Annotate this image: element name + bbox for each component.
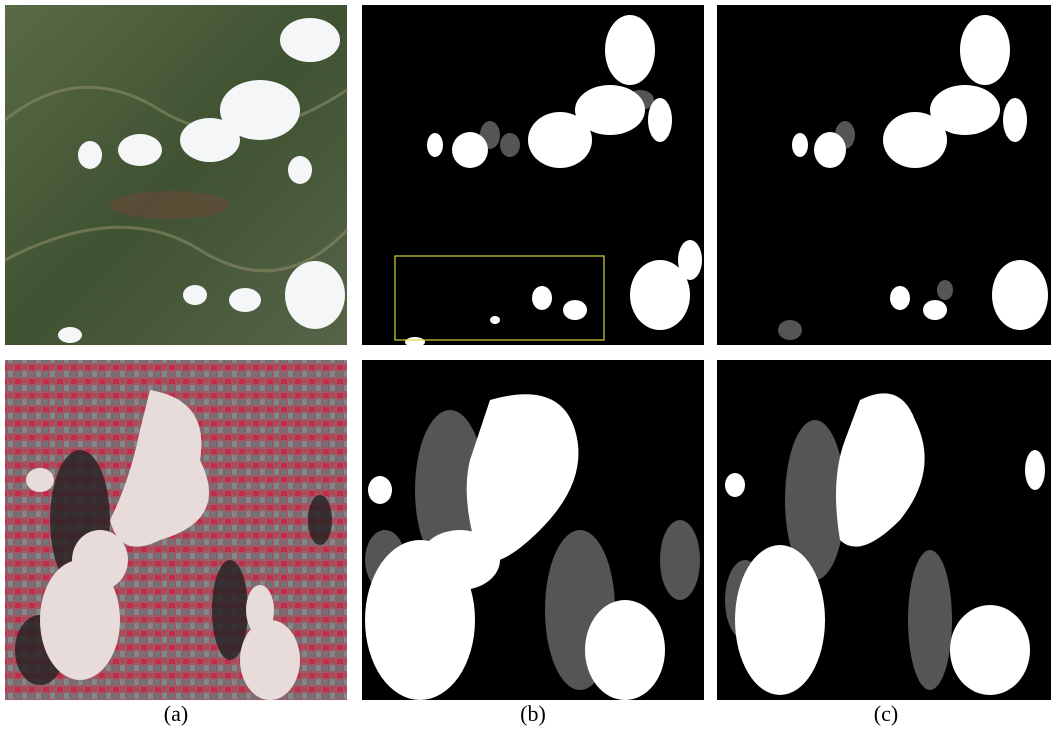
mask-c1 <box>717 5 1051 345</box>
caption: (b) <box>520 701 546 726</box>
image-a1 <box>5 5 347 345</box>
caption: (c) <box>874 701 898 726</box>
page: {"figure": {"captions": ["(a)", "(b)", "… <box>0 0 1051 731</box>
mask-b2 <box>362 360 704 700</box>
image-a2 <box>5 360 347 700</box>
figure: (a) (b) (c) <box>0 0 1051 731</box>
mask-c2 <box>717 360 1051 700</box>
mask-b1 <box>362 5 704 347</box>
caption: (a) <box>164 701 188 726</box>
